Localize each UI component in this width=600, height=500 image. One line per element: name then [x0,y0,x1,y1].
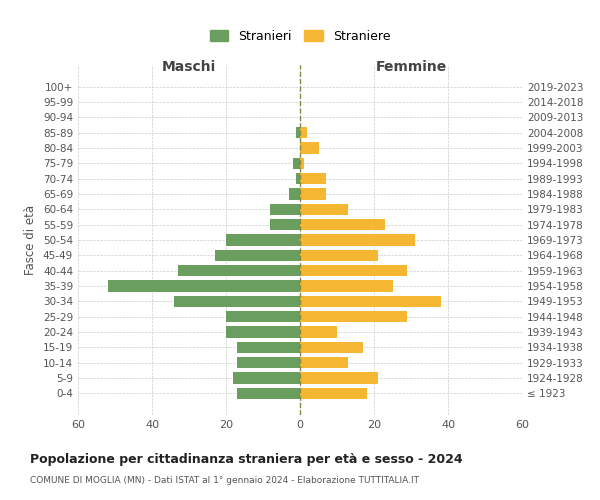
Text: Popolazione per cittadinanza straniera per età e sesso - 2024: Popolazione per cittadinanza straniera p… [30,452,463,466]
Bar [226,234,300,246]
Bar [233,372,300,384]
Bar [300,388,367,399]
Bar [300,142,319,154]
Bar [215,250,300,261]
Y-axis label: Anni di nascita: Anni di nascita [598,196,600,284]
Bar [226,326,300,338]
Text: Maschi: Maschi [162,60,216,74]
Bar [293,158,300,169]
Bar [271,204,300,215]
Bar [271,219,300,230]
Bar [300,265,407,276]
Bar [300,204,348,215]
Bar [296,173,300,184]
Bar [107,280,300,292]
Text: COMUNE DI MOGLIA (MN) - Dati ISTAT al 1° gennaio 2024 - Elaborazione TUTTITALIA.: COMUNE DI MOGLIA (MN) - Dati ISTAT al 1°… [30,476,419,485]
Bar [300,219,385,230]
Bar [300,158,304,169]
Bar [226,311,300,322]
Bar [296,127,300,138]
Bar [300,280,392,292]
Bar [289,188,300,200]
Bar [300,311,407,322]
Bar [174,296,300,307]
Bar [300,326,337,338]
Text: Femmine: Femmine [376,60,446,74]
Y-axis label: Fasce di età: Fasce di età [25,205,37,275]
Bar [300,342,363,353]
Bar [300,173,326,184]
Bar [300,250,378,261]
Bar [237,357,300,368]
Bar [300,357,348,368]
Bar [178,265,300,276]
Bar [300,127,307,138]
Bar [300,234,415,246]
Legend: Stranieri, Straniere: Stranieri, Straniere [206,26,394,46]
Bar [300,296,440,307]
Bar [237,342,300,353]
Bar [237,388,300,399]
Bar [300,372,378,384]
Bar [300,188,326,200]
